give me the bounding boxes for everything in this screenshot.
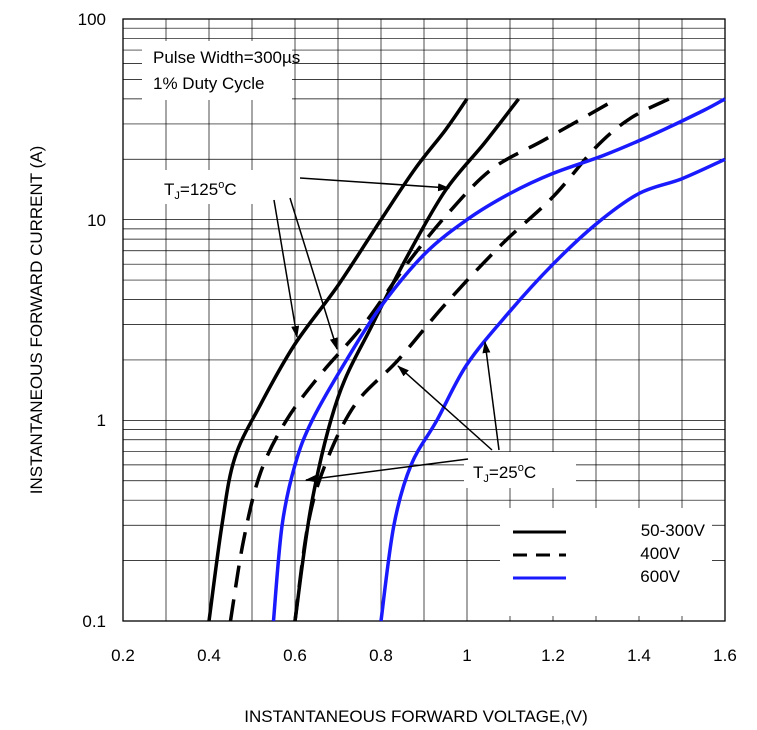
x-tick-labels: 0.2 0.4 0.6 0.8 1 1.2 1.4 1.6 [111, 646, 737, 665]
legend-background [500, 508, 712, 616]
legend: 50-300V 400V 600V [500, 508, 712, 616]
tj-25-arrow-1 [305, 458, 469, 483]
annotation-line-2: 1% Duty Cycle [153, 74, 264, 93]
tj-125-annotation: TJ=125oC [156, 170, 450, 350]
series-line-600v-tj25 [379, 157, 726, 622]
series-layer [207, 97, 726, 622]
x-tick-label-0-2: 0.2 [111, 646, 135, 665]
legend-label-600v: 600V [640, 567, 680, 586]
y-tick-labels: 100 10 1 0.1 [78, 10, 106, 631]
tj-125-arrow-1 [299, 177, 450, 192]
x-tick-label-1-4: 1.4 [627, 646, 651, 665]
annotation-line-1: Pulse Width=300µs [153, 48, 300, 67]
legend-label-50-300v: 50-300V [641, 521, 706, 540]
tj-25-arrow-3 [482, 341, 500, 451]
tj-25-label: TJ=25oC [473, 462, 536, 485]
tj-25-arrow-2 [397, 365, 493, 451]
x-tick-label-1-6: 1.6 [713, 646, 737, 665]
pulse-width-annotation: Pulse Width=300µs 1% Duty Cycle [142, 41, 300, 100]
tj-125-label: TJ=125oC [164, 179, 237, 202]
series-line-600v-tj125 [271, 97, 726, 622]
tj-125-arrow-2 [273, 199, 300, 338]
y-axis-label: INSTANTANEOUS FORWARD CURRENT (A) [27, 146, 46, 495]
x-tick-label-0-4: 0.4 [197, 646, 221, 665]
tj-125-arrow-3 [289, 197, 338, 350]
series-line-400v-tj125 [228, 101, 610, 622]
y-tick-label-0-1: 0.1 [82, 612, 106, 631]
plot-frame [122, 18, 726, 622]
y-tick-label-1: 1 [97, 411, 106, 430]
tj-125-label-background [156, 170, 256, 204]
tj-25-annotation: TJ=25oC [305, 341, 576, 488]
y-tick-label-100: 100 [78, 10, 106, 29]
x-axis-label: INSTANTANEOUS FORWARD VOLTAGE,(V) [244, 707, 588, 726]
legend-label-400v: 400V [640, 544, 680, 563]
series-line-400v-tj25 [293, 97, 670, 622]
y-tick-label-10: 10 [87, 211, 106, 230]
x-tick-label-1-2: 1.2 [541, 646, 565, 665]
x-tick-label-1: 1 [462, 646, 471, 665]
annotation-background [142, 41, 292, 100]
tj-25-label-background [464, 452, 576, 488]
x-tick-label-0-6: 0.6 [283, 646, 307, 665]
series-line-50-300v-tj125 [207, 97, 469, 622]
x-tick-label-0-8: 0.8 [369, 646, 393, 665]
